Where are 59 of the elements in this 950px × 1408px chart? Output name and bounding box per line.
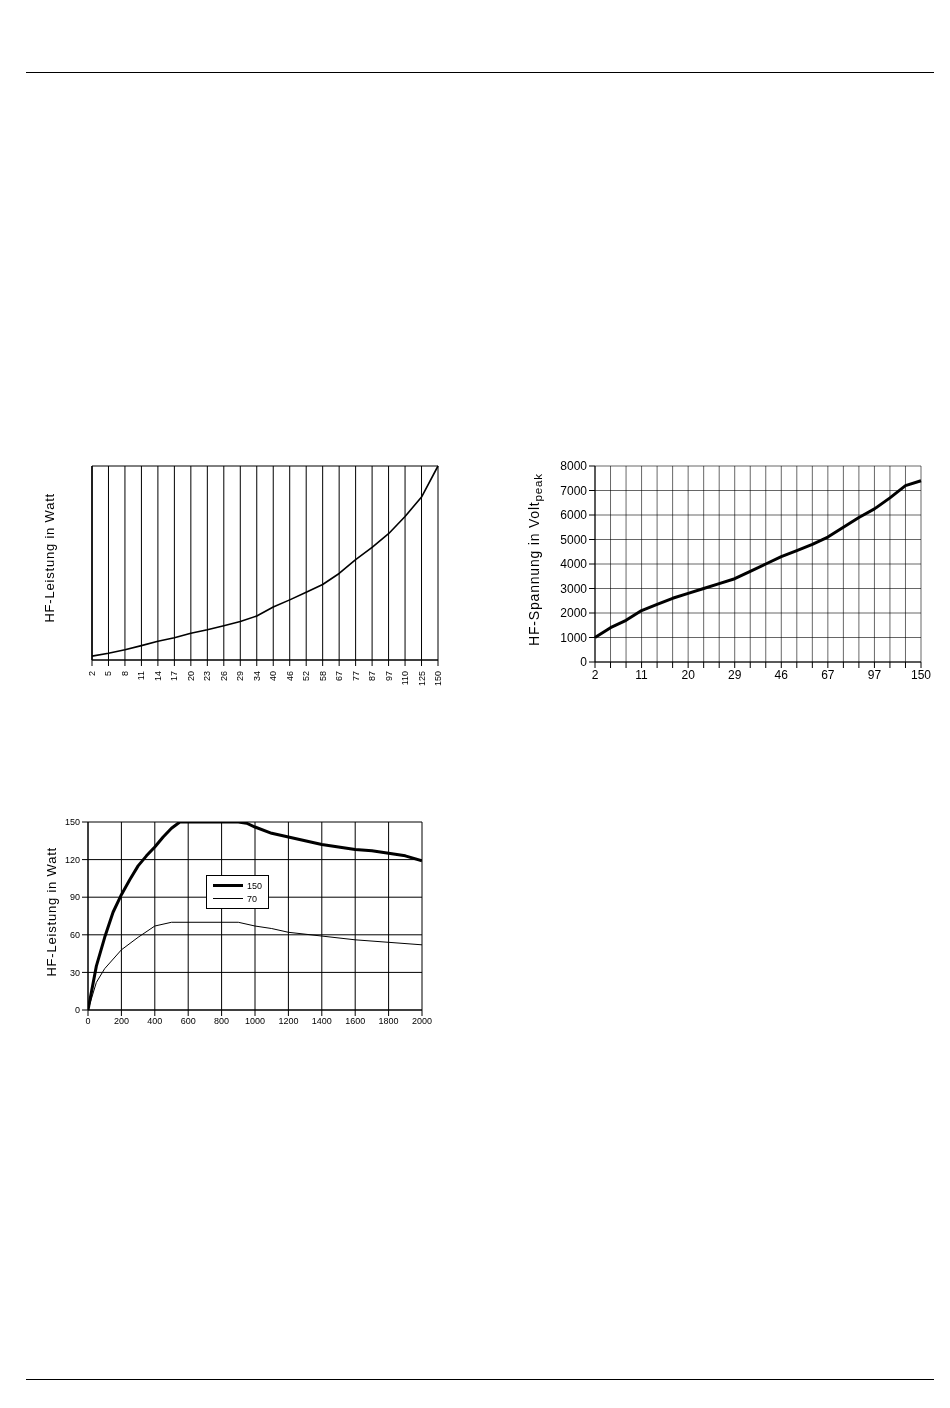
x-tick-label: 2	[591, 667, 599, 682]
y-tick-label: 30	[69, 967, 80, 978]
y-tick-label: 6000	[560, 508, 588, 523]
y-axis-title: HF-Leistung in Watt	[42, 493, 57, 623]
x-tick-label: 97	[867, 667, 882, 682]
x-tick-label: 400	[147, 1016, 163, 1027]
x-tick-label: 46	[774, 667, 789, 682]
x-tick-label: 1400	[311, 1016, 332, 1027]
x-tick-label: 20	[681, 667, 696, 682]
x-tick-label: 150	[910, 667, 932, 682]
x-tick-label: 150	[433, 671, 443, 687]
x-tick-label: 46	[284, 671, 295, 682]
x-tick-label: 29	[235, 671, 246, 682]
x-tick-label: 125	[416, 671, 427, 687]
x-tick-label: 2000	[411, 1016, 433, 1027]
x-tick-label: 23	[202, 671, 213, 682]
x-tick-label: 58	[317, 671, 328, 682]
y-tick-label: 150	[64, 817, 80, 828]
y-tick-label: 8000	[560, 459, 588, 474]
y-axis-title: HF-Leistung in Watt	[44, 847, 59, 977]
y-tick-label: 3000	[560, 581, 588, 596]
y-tick-label: 5000	[560, 532, 588, 547]
x-tick-label: 40	[268, 671, 279, 682]
x-tick-label: 5	[103, 671, 114, 677]
x-tick-label: 20	[185, 671, 196, 682]
x-tick-label: 200	[113, 1016, 129, 1027]
y-tick-label: 2000	[560, 606, 588, 621]
legend-label: 150	[247, 880, 263, 891]
x-tick-label: 97	[383, 671, 394, 682]
x-tick-label: 17	[169, 671, 180, 682]
x-tick-label: 600	[180, 1016, 196, 1027]
x-tick-label: 52	[301, 671, 312, 682]
x-tick-label: 87	[367, 671, 378, 682]
x-tick-label: 11	[635, 667, 649, 682]
y-tick-label: 1000	[560, 630, 588, 645]
y-tick-label: 120	[64, 854, 80, 865]
legend-label: 70	[247, 893, 258, 904]
x-tick-label: 29	[728, 667, 742, 682]
x-tick-label: 8	[119, 671, 130, 677]
x-tick-label: 34	[251, 671, 262, 682]
y-tick-label: 7000	[560, 483, 588, 498]
x-tick-label: 1800	[378, 1016, 399, 1027]
x-tick-label: 67	[821, 667, 835, 682]
y-tick-label: 4000	[560, 557, 588, 572]
x-tick-label: 800	[214, 1016, 230, 1027]
x-tick-label: 0	[85, 1016, 91, 1027]
y-tick-label: 90	[69, 892, 80, 903]
y-tick-label: 60	[69, 929, 80, 940]
x-tick-label: 1200	[278, 1016, 299, 1027]
y-tick-label: 0	[74, 1005, 80, 1016]
x-tick-label: 77	[350, 671, 361, 682]
x-tick-label: 14	[152, 671, 163, 682]
x-tick-label: 26	[218, 671, 229, 682]
x-tick-label: 1000	[244, 1016, 266, 1027]
x-tick-label: 2	[87, 671, 97, 677]
x-tick-label: 67	[334, 671, 345, 682]
x-tick-label: 110	[400, 671, 411, 686]
x-tick-label: 11	[136, 671, 147, 681]
x-tick-label: 1600	[345, 1016, 366, 1027]
